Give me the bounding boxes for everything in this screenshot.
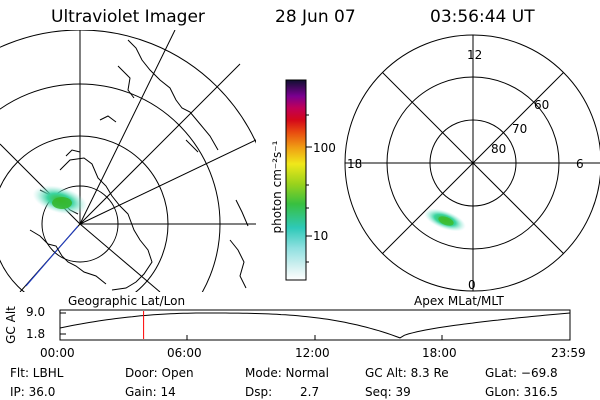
filter-value: Flt: LBHL	[10, 366, 64, 380]
colorbar-tick-100: 100	[313, 141, 336, 155]
time-tick-1800: 18:00	[422, 346, 457, 360]
polar-map	[344, 34, 600, 292]
geo-map-label: Geographic Lat/Lon	[68, 294, 186, 308]
time-tick-0600: 06:00	[167, 346, 202, 360]
mode-value: Mode: Normal	[245, 366, 329, 380]
dsp-label: Dsp:	[245, 385, 273, 399]
glat-value: GLat: −69.8	[485, 366, 558, 380]
observation-date: 28 Jun 07	[275, 7, 356, 27]
time-tick-2359: 23:59	[551, 346, 586, 360]
instrument-title: Ultraviolet Imager	[51, 7, 205, 27]
glon-value: GLon: 316.5	[485, 385, 558, 399]
altitude-ytick-low: 1.8	[26, 327, 46, 341]
polar-map-label: Apex MLat/MLT	[414, 294, 504, 308]
gain-value: Gain: 14	[125, 385, 176, 399]
time-tick-1200: 12:00	[295, 346, 330, 360]
altitude-plot	[59, 309, 571, 341]
altitude-ytick-high: 9.0	[26, 305, 46, 319]
mlt-label-6: 6	[576, 157, 584, 171]
altitude-ylabel: GC Alt	[3, 306, 18, 344]
gc-alt-value: GC Alt: 8.3 Re	[365, 366, 449, 380]
ip-value: IP: 36.0	[10, 385, 56, 399]
colorbar-tick-10: 10	[313, 229, 329, 243]
observation-time: 03:56:44 UT	[430, 7, 535, 27]
lat-label-60: 60	[534, 98, 550, 112]
lat-label-70: 70	[512, 122, 528, 136]
mlt-label-0: 0	[468, 278, 476, 292]
dsp-value: 2.7	[300, 385, 320, 399]
lat-label-80: 80	[491, 142, 507, 156]
time-tick-0000: 00:00	[40, 346, 75, 360]
colorbar-unit-label: photon cm⁻²s⁻¹	[270, 140, 284, 234]
sequence-value: Seq: 39	[365, 385, 411, 399]
altitude-curve	[59, 312, 571, 339]
colorbar	[285, 79, 307, 281]
door-status: Door: Open	[125, 366, 194, 380]
mlt-label-18: 18	[347, 157, 363, 171]
mlt-label-12: 12	[467, 48, 483, 62]
